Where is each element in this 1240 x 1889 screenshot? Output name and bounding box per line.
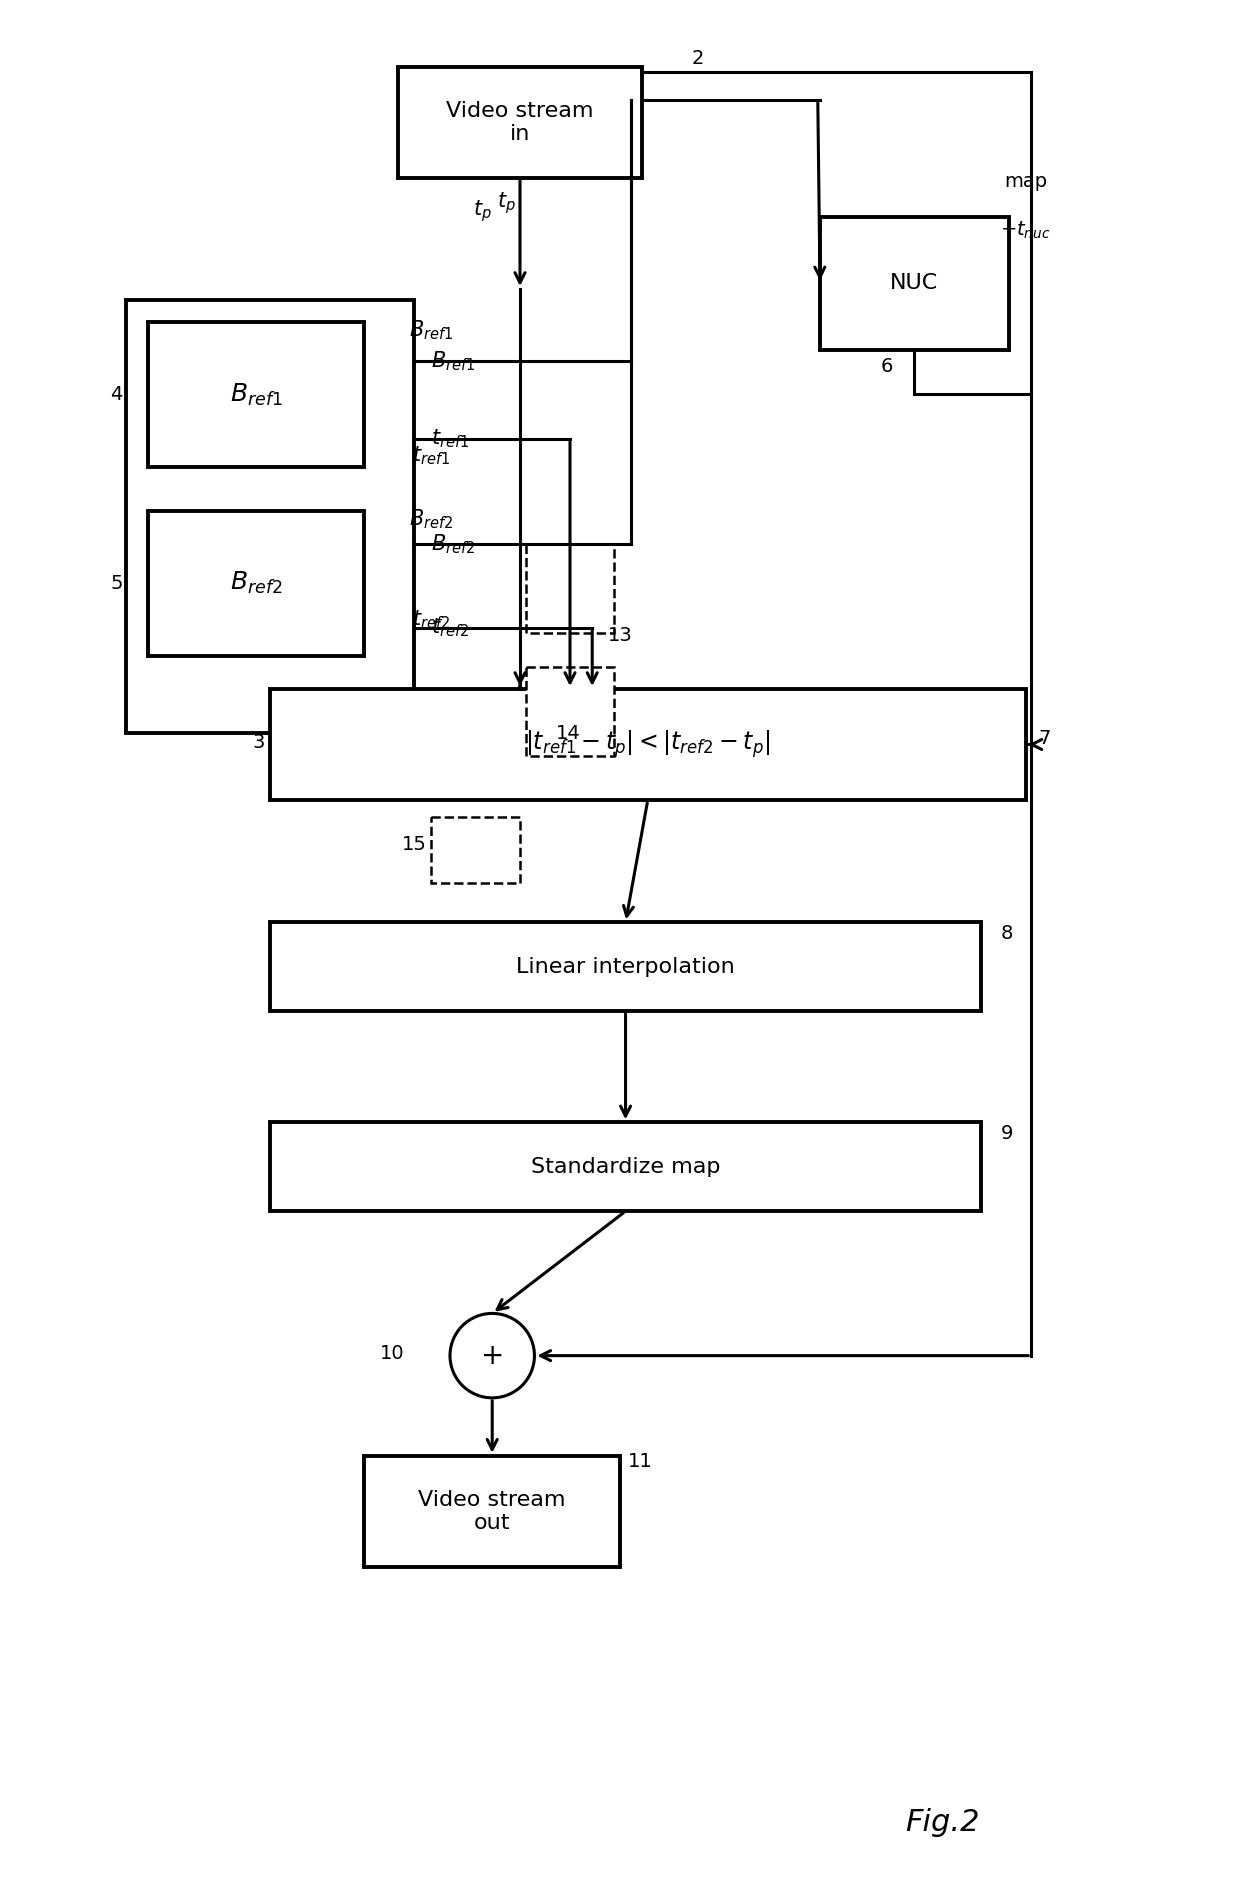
Text: 14: 14: [556, 723, 580, 742]
Bar: [270, 1122, 981, 1211]
Text: Standardize map: Standardize map: [531, 1156, 720, 1177]
Text: 11: 11: [627, 1453, 652, 1472]
Text: map: map: [1004, 172, 1047, 191]
Text: 5: 5: [110, 574, 123, 593]
Bar: [398, 66, 642, 178]
Text: 15: 15: [402, 835, 427, 854]
Text: Video stream
in: Video stream in: [446, 100, 594, 144]
Text: $+ t_{nuc}$: $+ t_{nuc}$: [1001, 219, 1050, 240]
Text: 4: 4: [110, 385, 123, 404]
Text: Linear interpolation: Linear interpolation: [516, 956, 735, 977]
Text: $B_{ref1}$: $B_{ref1}$: [409, 317, 454, 342]
Bar: [270, 922, 981, 1011]
Text: 2: 2: [692, 49, 704, 68]
Bar: [125, 300, 414, 733]
Text: $t_{ref1}$: $t_{ref1}$: [412, 444, 450, 467]
Text: NUC: NUC: [890, 274, 939, 293]
Text: 3: 3: [253, 733, 265, 752]
Text: $t_p$: $t_p$: [474, 198, 492, 225]
Bar: [432, 816, 520, 884]
Text: $B_{ref2}$: $B_{ref2}$: [432, 533, 475, 555]
Text: Fig.2: Fig.2: [905, 1808, 980, 1836]
Text: 10: 10: [379, 1343, 404, 1362]
Text: $|t_{ref1} - t_p| < |t_{ref2} - t_p|$: $|t_{ref1} - t_p| < |t_{ref2} - t_p|$: [525, 729, 770, 761]
Bar: [270, 689, 1025, 801]
Text: $B_{ref2}$: $B_{ref2}$: [409, 506, 454, 531]
Text: 13: 13: [608, 625, 632, 644]
Bar: [148, 512, 365, 655]
Bar: [148, 323, 365, 467]
Bar: [526, 544, 615, 633]
Text: Video stream
out: Video stream out: [418, 1490, 565, 1532]
Text: $t_p$: $t_p$: [497, 191, 516, 215]
Text: 9: 9: [1001, 1124, 1013, 1143]
Text: 7: 7: [1038, 729, 1050, 748]
Text: $t_{ref2}$: $t_{ref2}$: [432, 616, 469, 638]
Text: +: +: [481, 1341, 503, 1370]
Circle shape: [450, 1313, 534, 1398]
Bar: [526, 667, 615, 756]
Text: $t_{ref2}$: $t_{ref2}$: [412, 608, 450, 631]
Text: 8: 8: [1001, 924, 1013, 943]
Text: $B_{ref2}$: $B_{ref2}$: [229, 570, 283, 597]
Text: 6: 6: [880, 357, 893, 376]
Bar: [365, 1456, 620, 1566]
Text: $B_{ref1}$: $B_{ref1}$: [432, 349, 475, 372]
Text: $t_{ref1}$: $t_{ref1}$: [432, 427, 469, 450]
Bar: [820, 217, 1009, 349]
Text: $B_{ref1}$: $B_{ref1}$: [229, 382, 283, 408]
